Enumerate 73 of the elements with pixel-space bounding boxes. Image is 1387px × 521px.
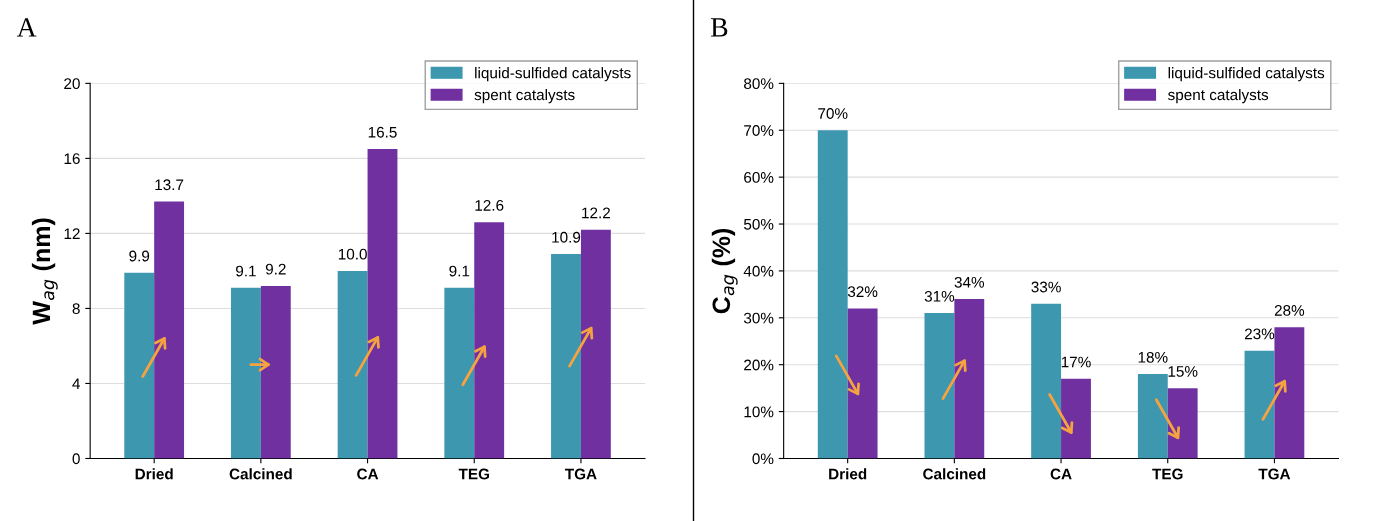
y-tick-label: 16 [64, 153, 80, 165]
data-label: 31% [924, 290, 955, 302]
bar [817, 130, 848, 459]
y-tick-label: 20 [64, 78, 80, 90]
x-tick-label: CA [357, 468, 379, 480]
y-tick-label: 0 [72, 453, 80, 465]
data-label: 12.6 [475, 199, 504, 211]
data-label: 34% [954, 276, 985, 288]
bar [367, 149, 398, 459]
bar [1167, 388, 1198, 459]
legend-label: spent catalysts [1168, 88, 1269, 104]
bar [154, 201, 185, 459]
data-label: 28% [1274, 305, 1305, 316]
bar [1137, 374, 1168, 459]
x-tick-label: TEG [1152, 468, 1183, 480]
bar [337, 270, 368, 459]
bar [444, 287, 475, 459]
x-tick-label: Calcined [923, 468, 986, 480]
y-tick-label: 20% [744, 359, 774, 371]
data-label: 18% [1138, 351, 1168, 363]
data-label: 32% [847, 286, 878, 298]
y-tick-label: 70% [744, 125, 774, 136]
y-tick-label: 60% [744, 172, 774, 183]
data-label: 15% [1168, 366, 1198, 377]
bar [474, 222, 505, 459]
y-axis-title: C$_{ag}$ (%) [711, 228, 738, 314]
data-label: 9.1 [236, 265, 256, 277]
x-tick-label: Calcined [229, 468, 292, 480]
bar [1244, 350, 1275, 459]
data-label: 12.2 [582, 207, 610, 219]
bar [230, 287, 261, 459]
bar [924, 313, 955, 459]
x-tick-label: TGA [1258, 468, 1291, 480]
bar [954, 299, 985, 459]
bar [847, 308, 878, 459]
data-label: 16.5 [368, 126, 397, 138]
bar [260, 285, 291, 459]
legend-label: liquid-sulfided catalysts [475, 67, 631, 82]
legend-label: spent catalysts [474, 88, 575, 104]
x-tick-label: TEG [458, 468, 489, 480]
legend-label: liquid-sulfided catalysts [1168, 67, 1325, 82]
data-label: 33% [1031, 281, 1061, 293]
bar [124, 272, 155, 459]
x-tick-label: Dried [829, 468, 867, 480]
data-label: 9.2 [265, 263, 286, 275]
y-tick-label: 40% [743, 265, 774, 277]
x-tick-label: TGA [564, 468, 597, 480]
data-label: 10.0 [338, 248, 367, 260]
y-tick-label: 0% [752, 453, 774, 465]
x-tick-label: Dried [135, 468, 173, 480]
y-tick-label: 30% [743, 312, 774, 324]
y-tick-label: 10% [744, 406, 774, 418]
y-tick-label: 12 [64, 228, 80, 239]
bar [580, 229, 611, 459]
data-label: 70% [818, 108, 848, 119]
x-tick-label: CA [1050, 468, 1072, 480]
data-label: 9.9 [129, 250, 150, 262]
bar [1031, 303, 1062, 459]
bar [551, 254, 581, 459]
data-label: 13.7 [155, 179, 184, 191]
y-tick-label: 50% [743, 218, 774, 230]
data-label: 23% [1244, 328, 1275, 340]
y-tick-label: 80% [744, 78, 774, 90]
data-label: 10.9 [552, 231, 581, 243]
y-axis-title: W$_{ag}$ (nm) [31, 218, 58, 325]
y-tick-label: 8 [72, 303, 80, 315]
bar [1274, 327, 1305, 459]
y-tick-label: 4 [72, 378, 80, 389]
bar [1061, 378, 1091, 459]
data-label: 9.1 [449, 265, 470, 277]
chart-title: B [710, 18, 728, 37]
data-label: 17% [1061, 356, 1091, 368]
chart-title: A [16, 18, 37, 37]
